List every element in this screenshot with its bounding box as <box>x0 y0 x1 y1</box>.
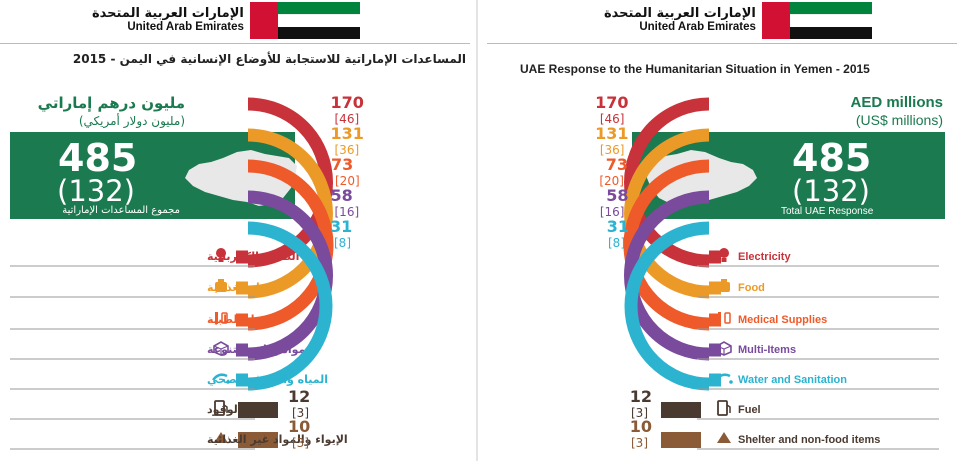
value-aed: 31 <box>330 217 352 236</box>
uae-flag-icon <box>761 1 872 39</box>
category-label: Medical Supplies <box>738 314 827 326</box>
value-usd: [16] <box>335 205 360 219</box>
category-label: الإيواء والمواد غير الغذائية <box>207 433 348 446</box>
english-panel: الإمارات العربية المتحدة United Arab Emi… <box>487 0 957 461</box>
header-divider <box>487 43 957 44</box>
value-usd: [3] <box>292 406 309 420</box>
value-aed: 73 <box>606 155 628 174</box>
category-label: Electricity <box>738 251 791 263</box>
category-label: Fuel <box>738 404 761 416</box>
bulb-icon <box>719 248 729 262</box>
bar-7 <box>661 432 701 448</box>
category-label: المواد الطبية <box>207 313 277 326</box>
logo-english-text: United Arab Emirates <box>127 20 244 33</box>
category-label: الوقود <box>207 403 242 416</box>
total-label: Total UAE Response <box>781 206 874 217</box>
tent-icon <box>717 432 731 443</box>
uae-logo-text: الإمارات العربية المتحدة United Arab Emi… <box>92 5 244 34</box>
category-label: الطاقة الكهربائية <box>207 250 299 263</box>
total-usd-value: (132) <box>57 174 135 208</box>
category-label: Water and Sanitation <box>738 374 847 386</box>
tent-icon <box>214 432 228 443</box>
value-aed: 58 <box>606 186 628 205</box>
value-aed: 170 <box>331 93 364 112</box>
value-usd: [20] <box>599 174 624 188</box>
chart-svg: Electricity 170[46] Food 131[36] Medical Sup… <box>595 93 939 450</box>
value-usd: [46] <box>335 112 360 126</box>
arc-bar-5 <box>247 221 333 391</box>
value-aed: 58 <box>331 186 353 205</box>
total-usd-value: (132) <box>792 174 870 208</box>
value-usd: [3] <box>292 436 309 450</box>
bar-7 <box>238 432 278 448</box>
value-aed: 10 <box>630 417 652 436</box>
value-aed: 131 <box>595 124 628 143</box>
value-aed: 12 <box>288 387 310 406</box>
header-divider <box>0 43 470 44</box>
value-aed: 12 <box>630 387 652 406</box>
value-usd: [20] <box>335 174 360 188</box>
value-usd: [16] <box>600 205 625 219</box>
value-usd: [8] <box>608 236 625 250</box>
medical-icon <box>718 312 731 324</box>
bar-6 <box>661 402 701 418</box>
value-usd: [3] <box>631 436 648 450</box>
panel-separator <box>476 0 478 461</box>
food-bag-icon <box>215 279 227 292</box>
value-usd: [36] <box>600 143 625 157</box>
arc-bar-5 <box>624 221 710 391</box>
category-label: Food <box>738 282 765 294</box>
uae-logo-text: الإمارات العربية المتحدة United Arab Emi… <box>604 5 756 34</box>
value-aed: 170 <box>595 93 628 112</box>
water-tap-icon <box>715 373 733 384</box>
bulb-icon <box>216 248 226 262</box>
unit-sub-label: (مليون دولار أمريكي) <box>78 114 185 128</box>
unit-label: AED millions <box>850 94 943 111</box>
value-usd: [3] <box>631 406 648 420</box>
value-aed: 31 <box>607 217 629 236</box>
total-aed-value: 485 <box>58 136 138 180</box>
uae-logo-header: الإمارات العربية المتحدة United Arab Emi… <box>604 0 872 40</box>
fuel-pump-icon <box>717 400 731 416</box>
unit-sub-label: (US$ millions) <box>855 112 943 128</box>
value-aed: 10 <box>288 417 310 436</box>
uae-flag-icon <box>249 1 360 39</box>
category-label: مواد إغاثية متنوعة <box>207 343 305 356</box>
category-label: Multi-Items <box>738 344 796 356</box>
category-label: المياه والصرف الصحي <box>207 373 328 386</box>
food-bag-icon <box>718 279 730 292</box>
value-usd: [8] <box>334 236 351 250</box>
page-title: UAE Response to the Humanitarian Situati… <box>520 62 870 76</box>
bar-6 <box>238 402 278 418</box>
unit-label: مليون درهم إماراتي <box>37 94 185 112</box>
medical-icon <box>215 312 228 324</box>
uae-logo-header: الإمارات العربية المتحدة United Arab Emi… <box>92 0 360 40</box>
chart-svg: الطاقة الكهربائية 170[46] المواد الغذائية 1… <box>10 93 364 450</box>
logo-english-text: United Arab Emirates <box>639 20 756 33</box>
page-title: المساعدات الإماراتية للاستجابة للأوضاع ا… <box>72 52 466 66</box>
logo-arabic-text: الإمارات العربية المتحدة <box>92 5 244 21</box>
category-label: Shelter and non-food items <box>738 434 880 446</box>
yemen-map-icon <box>645 150 757 206</box>
box-icon <box>716 341 732 356</box>
value-aed: 131 <box>331 124 364 143</box>
category-label: المواد الغذائية <box>207 281 282 294</box>
value-usd: [36] <box>335 143 360 157</box>
box-icon <box>213 341 229 356</box>
value-aed: 73 <box>331 155 353 174</box>
value-usd: [46] <box>600 112 625 126</box>
total-aed-value: 485 <box>792 136 872 180</box>
logo-arabic-text: الإمارات العربية المتحدة <box>604 5 756 21</box>
fuel-pump-icon <box>214 400 228 416</box>
arabic-panel: الإمارات العربية المتحدة United Arab Emi… <box>0 0 470 461</box>
water-tap-icon <box>212 373 230 384</box>
total-label: مجموع المساعدات الإماراتية <box>62 205 180 216</box>
